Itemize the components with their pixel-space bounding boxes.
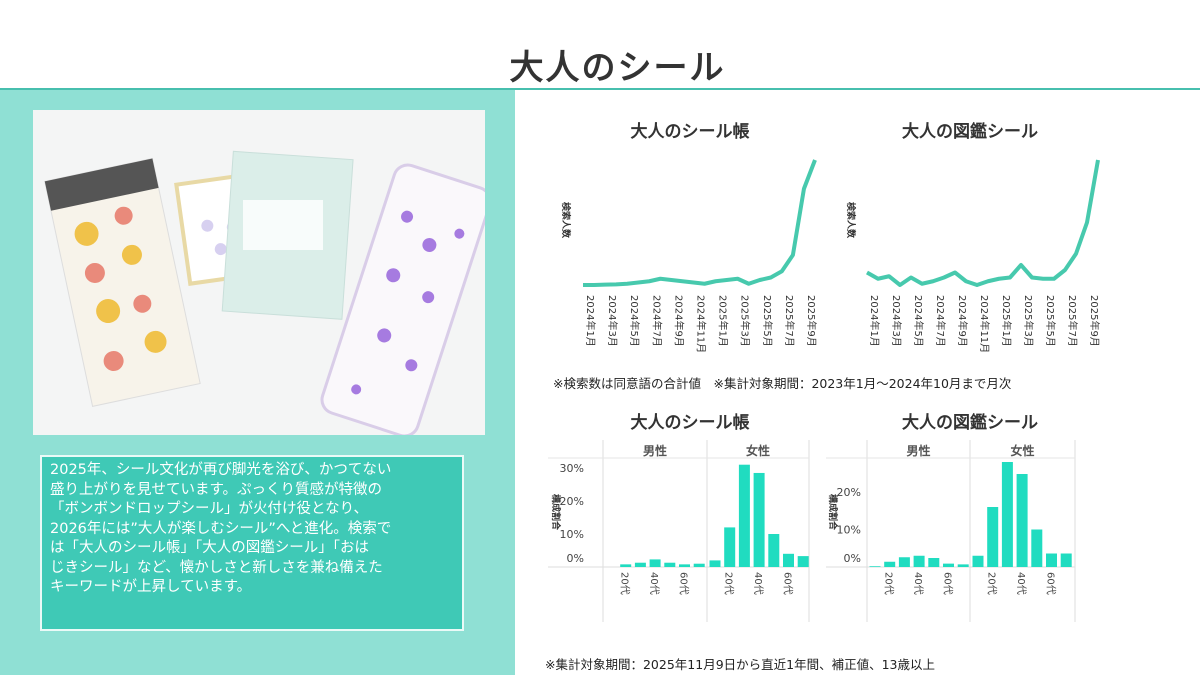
- x-tick-label: 2024年3月: [890, 295, 903, 347]
- y-tick-label: 0%: [567, 552, 584, 565]
- x-tick-label: 2024年5月: [628, 295, 641, 347]
- facet-label: 男性: [906, 443, 930, 458]
- x-tick-label: 2025年7月: [1066, 295, 1079, 347]
- facet-label: 女性: [746, 443, 770, 458]
- bar: [943, 563, 954, 567]
- bar: [1046, 553, 1057, 567]
- y-axis-label: 構成割合: [827, 494, 839, 531]
- bar: [783, 553, 794, 567]
- y-tick-label: 20%: [560, 495, 584, 508]
- bar: [884, 561, 896, 567]
- x-tick-label: 40代: [648, 572, 660, 595]
- bar: [898, 557, 910, 567]
- x-tick-label: 60代: [678, 572, 690, 595]
- x-tick-label: 60代: [1045, 572, 1057, 595]
- line-chart-title: 大人の図鑑シール: [902, 121, 1038, 142]
- x-tick-label: 2024年7月: [934, 295, 947, 347]
- x-tick-label: 60代: [942, 572, 954, 595]
- series-line: [583, 159, 817, 287]
- facet-label: 男性: [643, 443, 667, 458]
- bar: [679, 564, 690, 567]
- bar: [738, 464, 750, 567]
- bar: [1031, 529, 1043, 567]
- y-axis-label: 検索人数: [845, 202, 857, 239]
- sticker-products-image: [44, 150, 485, 435]
- bar: [869, 566, 881, 567]
- y-axis-label: 構成割合: [550, 494, 562, 531]
- x-tick-label: 2025年5月: [1044, 295, 1057, 347]
- x-tick-label: 2024年11月: [978, 295, 991, 353]
- x-tick-label: 2024年9月: [956, 295, 969, 347]
- x-tick-label: 2025年9月: [1088, 295, 1101, 347]
- bar: [664, 562, 676, 567]
- line-chart-note: ※検索数は同意語の合計値 ※集計対象期間：2023年1月～2024年10月まで月…: [553, 376, 1012, 391]
- x-tick-label: 20代: [619, 572, 631, 595]
- x-tick-label: 20代: [986, 572, 998, 595]
- bar: [1060, 553, 1072, 567]
- x-tick-label: 2024年5月: [912, 295, 925, 347]
- line-chart-title: 大人のシール帳: [631, 121, 750, 142]
- x-tick-label: 2025年1月: [1000, 295, 1013, 347]
- y-tick-label: 30%: [560, 462, 584, 475]
- title-divider: [0, 88, 1200, 90]
- page-title: 大人のシール: [509, 48, 726, 88]
- bar: [620, 564, 632, 567]
- x-tick-label: 40代: [912, 572, 924, 595]
- bar-chart-title: 大人の図鑑シール: [902, 412, 1038, 433]
- bar: [913, 555, 925, 567]
- bar: [1001, 462, 1013, 567]
- y-tick-label: 20%: [837, 486, 861, 499]
- x-tick-label: 60代: [782, 572, 794, 595]
- bar: [1016, 474, 1028, 567]
- x-tick-label: 2025年9月: [805, 295, 818, 347]
- x-tick-label: 20代: [723, 572, 735, 595]
- bar: [768, 534, 780, 567]
- x-tick-label: 2024年9月: [672, 295, 685, 347]
- x-tick-label: 2025年5月: [761, 295, 774, 347]
- y-tick-label: 10%: [560, 528, 584, 541]
- x-tick-label: 2024年11月: [694, 295, 707, 353]
- bar: [928, 558, 940, 567]
- bar: [724, 527, 736, 567]
- bar: [797, 556, 809, 567]
- y-axis-label: 検索人数: [560, 202, 572, 239]
- facet-label: 女性: [1010, 443, 1034, 458]
- x-tick-label: 2025年7月: [783, 295, 796, 347]
- x-tick-label: 2025年3月: [1022, 295, 1035, 347]
- bar: [957, 564, 969, 567]
- series-line: [866, 159, 1100, 287]
- bar: [972, 555, 984, 567]
- bar: [693, 563, 705, 567]
- description-text: 2025年、シール文化が再び脚光を浴び、かつてない 盛り上がりを見せています。ぷ…: [40, 455, 464, 631]
- bar: [649, 559, 661, 567]
- bar-chart-title: 大人のシール帳: [631, 412, 750, 433]
- y-tick-label: 10%: [837, 524, 861, 537]
- product-photo: [33, 110, 485, 435]
- x-tick-label: 2024年3月: [606, 295, 619, 347]
- bar: [753, 472, 765, 567]
- x-tick-label: 2025年3月: [739, 295, 752, 347]
- x-tick-label: 2024年1月: [584, 295, 597, 347]
- bar: [709, 560, 721, 567]
- bar: [634, 562, 646, 567]
- bar-chart-note: ※集計対象期間：2025年11月9日から直近1年間、補正値、13歳以上: [545, 657, 936, 672]
- x-tick-label: 20代: [883, 572, 895, 595]
- x-tick-label: 40代: [752, 572, 764, 595]
- x-tick-label: 2024年1月: [868, 295, 881, 347]
- y-tick-label: 0%: [844, 552, 861, 565]
- bar: [987, 507, 999, 567]
- x-tick-label: 40代: [1015, 572, 1027, 595]
- x-tick-label: 2025年1月: [717, 295, 730, 347]
- x-tick-label: 2024年7月: [650, 295, 663, 347]
